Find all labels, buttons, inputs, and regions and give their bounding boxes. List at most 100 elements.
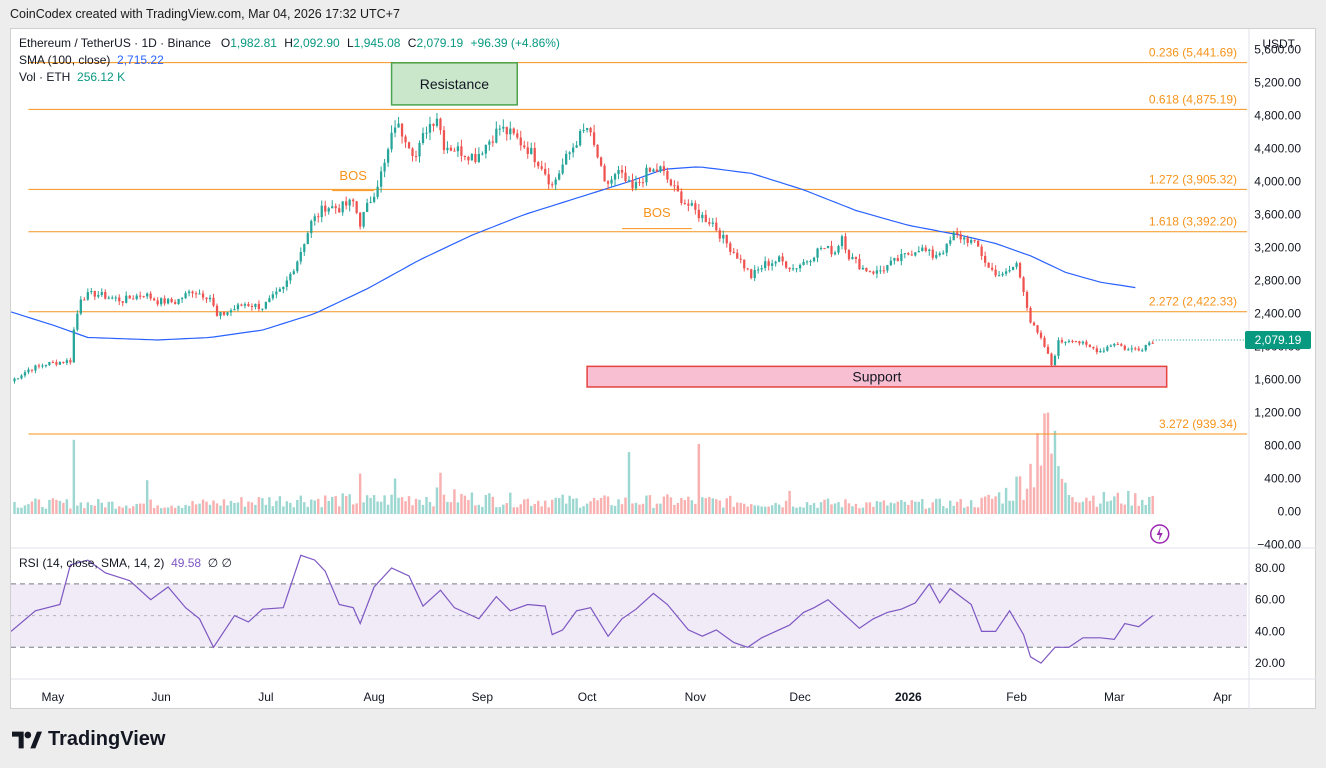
currency-label[interactable]: USDT xyxy=(1262,37,1295,51)
volume-bar xyxy=(495,507,498,515)
candle-body xyxy=(558,173,561,180)
volume-bar xyxy=(516,507,519,515)
candle-body xyxy=(187,291,191,294)
volume-bar xyxy=(694,503,697,515)
volume-bar xyxy=(69,508,72,515)
volume-bar xyxy=(935,498,938,515)
candle-body xyxy=(610,179,613,184)
candle-body xyxy=(348,199,351,206)
volume-bar xyxy=(976,507,980,515)
candle-body xyxy=(44,364,48,366)
candle-body xyxy=(90,291,93,293)
candle-body xyxy=(1043,337,1046,347)
chart-frame[interactable]: −400.00 0.00 400.00 800.00 1,200.00 1,600.00 2… xyxy=(10,28,1317,710)
candle-body xyxy=(386,149,390,163)
candle-body xyxy=(446,147,449,151)
candle-body xyxy=(669,179,673,186)
volume-bar xyxy=(1001,503,1004,515)
volume-bar xyxy=(215,503,219,515)
candle-body xyxy=(114,297,117,299)
volume-bar xyxy=(79,502,83,515)
volume-label: Vol · ETH xyxy=(19,70,71,84)
volume-bar xyxy=(383,495,386,515)
lightning-icon[interactable] xyxy=(1149,524,1170,544)
candle-body xyxy=(858,258,861,270)
time-tick-label: Nov xyxy=(685,690,706,704)
legend-volume[interactable]: Vol · ETH 256.12 K xyxy=(19,70,125,84)
time-tick-label: 2026 xyxy=(895,690,922,704)
volume-bar xyxy=(599,497,603,515)
volume-bar xyxy=(816,507,819,515)
volume-bar xyxy=(1064,482,1067,515)
volume-bar xyxy=(128,508,131,515)
candle-body xyxy=(875,270,879,274)
volume-bar xyxy=(327,500,330,515)
volume-bar xyxy=(292,507,296,515)
volume-bar xyxy=(254,504,257,515)
volume-bar xyxy=(20,507,23,515)
candle-body xyxy=(771,263,774,266)
fib-level-label: 1.618 (3,392.20) xyxy=(1149,215,1237,229)
legend-rsi[interactable]: RSI (14, close, SMA, 14, 2) 49.58 ∅ ∅ xyxy=(19,556,232,570)
candle-body xyxy=(819,247,823,249)
candle-body xyxy=(519,137,522,146)
volume-bar xyxy=(837,502,840,515)
rsi-label: RSI (14, close, SMA, 14, 2) xyxy=(19,556,165,570)
candle-body xyxy=(690,203,693,206)
volume-bar xyxy=(337,506,341,515)
volume-bar xyxy=(631,503,634,515)
candle-body xyxy=(547,174,550,185)
volume-bar xyxy=(449,502,453,515)
candle-body xyxy=(1001,273,1004,276)
candle-body xyxy=(1060,340,1064,343)
candle-body xyxy=(474,153,477,162)
volume-bar xyxy=(163,507,166,515)
candle-body xyxy=(379,171,383,187)
candle-body xyxy=(390,132,393,150)
candle-body xyxy=(257,303,261,309)
candle-body xyxy=(844,236,847,250)
candle-body xyxy=(128,295,131,299)
candle-body xyxy=(264,302,268,309)
volume-bar xyxy=(152,507,156,515)
candle-body xyxy=(997,275,1001,277)
volume-bar xyxy=(620,504,624,515)
candle-body xyxy=(69,360,72,363)
candle-body xyxy=(812,257,816,262)
volume-bar xyxy=(502,504,505,515)
volume-bar xyxy=(1127,490,1130,515)
volume-bar xyxy=(973,507,976,515)
legend-sma[interactable]: SMA (100, close) 2,715.22 xyxy=(19,53,164,67)
candle-body xyxy=(1144,345,1147,351)
volume-bar xyxy=(1022,499,1025,515)
candle-body xyxy=(725,234,728,244)
symbol-label[interactable]: Ethereum / TetherUS · 1D · Binance xyxy=(19,36,211,50)
chart-canvas[interactable]: −400.00 0.00 400.00 800.00 1,200.00 1,600.00 2… xyxy=(11,29,1317,710)
volume-bar xyxy=(30,501,34,515)
volume-bar xyxy=(687,496,690,515)
volume-bar xyxy=(23,505,27,515)
candle-body xyxy=(191,291,194,294)
candle-body xyxy=(1064,341,1067,343)
volume-bar xyxy=(812,503,816,515)
candle-body xyxy=(537,162,540,167)
volume-bar xyxy=(1046,412,1050,515)
volume-bar xyxy=(561,494,564,515)
candle-body xyxy=(1106,346,1109,351)
volume-bar xyxy=(704,498,708,515)
candle-body xyxy=(655,169,659,172)
volume-bar xyxy=(1029,463,1032,515)
volume-bar xyxy=(690,500,694,515)
candle-body xyxy=(282,286,285,290)
candle-body xyxy=(1053,355,1057,366)
volume-bar xyxy=(386,504,390,515)
candle-body xyxy=(65,360,68,363)
volume-bar xyxy=(536,500,540,515)
volume-bar xyxy=(100,502,104,515)
rsi-tick-label: 80.00 xyxy=(1255,561,1285,575)
volume-bar xyxy=(229,500,233,515)
candle-body xyxy=(676,185,680,192)
volume-bar xyxy=(306,506,310,515)
candle-body xyxy=(208,297,212,300)
tradingview-logo[interactable]: TradingView xyxy=(12,728,165,751)
